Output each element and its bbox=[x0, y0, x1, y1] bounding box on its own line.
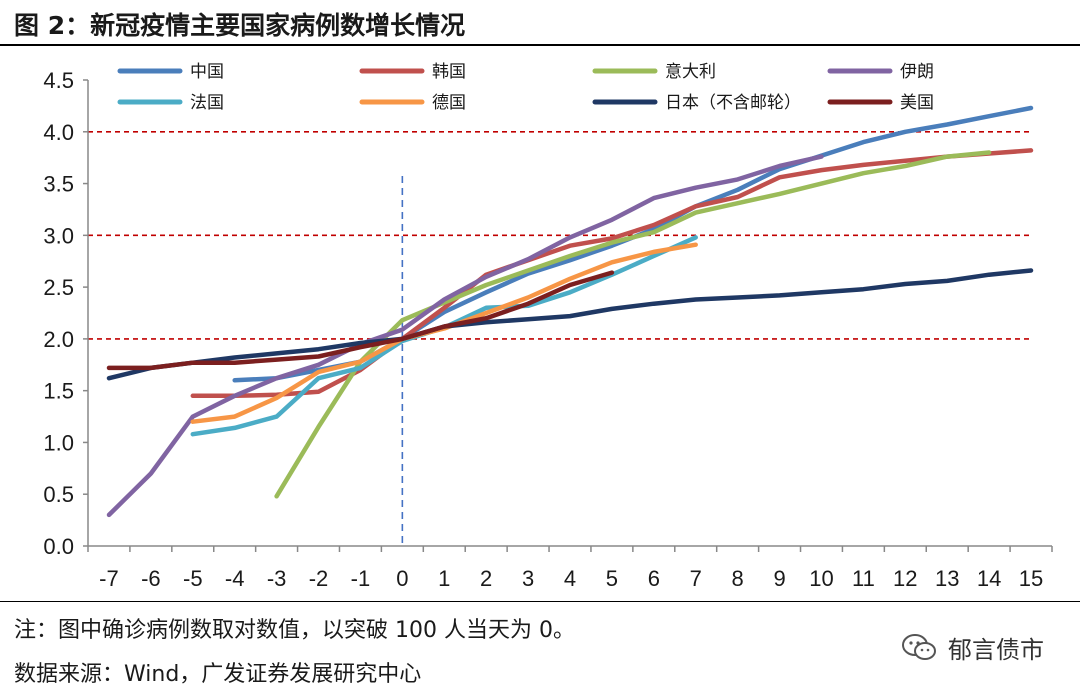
y-tick-label: 1.0 bbox=[43, 430, 74, 455]
series-line bbox=[106, 154, 824, 518]
series-line bbox=[106, 268, 1034, 381]
legend-label: 日本（不含邮轮） bbox=[665, 93, 801, 113]
legend-label: 意大利 bbox=[665, 62, 716, 82]
y-tick-label: 3.0 bbox=[43, 223, 74, 248]
x-tick-label: 13 bbox=[935, 566, 959, 591]
legend-label: 中国 bbox=[190, 62, 224, 82]
x-tick-label: -5 bbox=[183, 566, 203, 591]
chart-note: 注：图中确诊病例数取对数值，以突破 100 人当天为 0。 bbox=[14, 618, 575, 643]
footer-divider bbox=[0, 601, 1080, 602]
watermark: 郁言债市 bbox=[900, 630, 1044, 665]
series-line bbox=[274, 150, 992, 499]
series-line bbox=[106, 270, 615, 371]
wechat-icon bbox=[902, 633, 936, 660]
series-line bbox=[190, 235, 698, 437]
legend-label: 韩国 bbox=[432, 62, 466, 82]
x-tick-label: 6 bbox=[648, 566, 660, 591]
y-tick-label: 2.0 bbox=[43, 327, 74, 352]
line-chart: 0.0 0.5 1.0 1.5 2.0 2.5 3.0 3.5 4.0 4.5 -7 -6 -5 -4 -3… bbox=[43, 62, 1053, 591]
x-tick-label: -4 bbox=[225, 566, 245, 591]
y-tick-label: 4.5 bbox=[43, 68, 74, 93]
x-tick-label: 7 bbox=[690, 566, 702, 591]
x-tick-label: 14 bbox=[977, 566, 1001, 591]
x-tick-label: 11 bbox=[852, 566, 875, 591]
x-tick-label: -2 bbox=[309, 566, 329, 591]
x-tick-label: -7 bbox=[99, 566, 119, 591]
x-tick-label: 0 bbox=[396, 566, 408, 591]
y-tick-label: 4.0 bbox=[43, 120, 74, 145]
x-tick-label: 9 bbox=[773, 566, 785, 591]
x-tick-label: -1 bbox=[351, 566, 371, 591]
y-tick-label: 1.5 bbox=[43, 379, 74, 404]
x-tick-label: 3 bbox=[522, 566, 534, 591]
watermark-text: 郁言债市 bbox=[948, 636, 1044, 664]
legend-label: 法国 bbox=[190, 93, 224, 113]
legend-label: 德国 bbox=[432, 93, 466, 113]
x-tick-label: 1 bbox=[438, 566, 450, 591]
y-tick-label: 2.5 bbox=[43, 275, 74, 300]
x-tick-label: 4 bbox=[564, 566, 576, 591]
data-source: 数据来源：Wind，广发证券发展研究中心 bbox=[14, 662, 422, 687]
y-tick-label: 3.5 bbox=[43, 172, 74, 197]
x-tick-label: 15 bbox=[1019, 566, 1043, 591]
x-tick-label: -3 bbox=[267, 566, 287, 591]
x-tick-label: -6 bbox=[141, 566, 161, 591]
y-tick-label: 0.5 bbox=[43, 482, 74, 507]
legend-label: 美国 bbox=[900, 93, 934, 113]
x-tick-label: 10 bbox=[809, 566, 833, 591]
y-tick-label: 0.0 bbox=[43, 534, 74, 559]
x-tick-label: 5 bbox=[606, 566, 618, 591]
x-tick-label: 8 bbox=[732, 566, 744, 591]
title-divider bbox=[0, 44, 1080, 46]
series-line bbox=[190, 148, 1034, 399]
chart-title: 图 2：新冠疫情主要国家病例数增长情况 bbox=[14, 11, 466, 40]
legend-label: 伊朗 bbox=[900, 62, 934, 82]
x-tick-label: 12 bbox=[893, 566, 917, 591]
x-tick-label: 2 bbox=[480, 566, 492, 591]
